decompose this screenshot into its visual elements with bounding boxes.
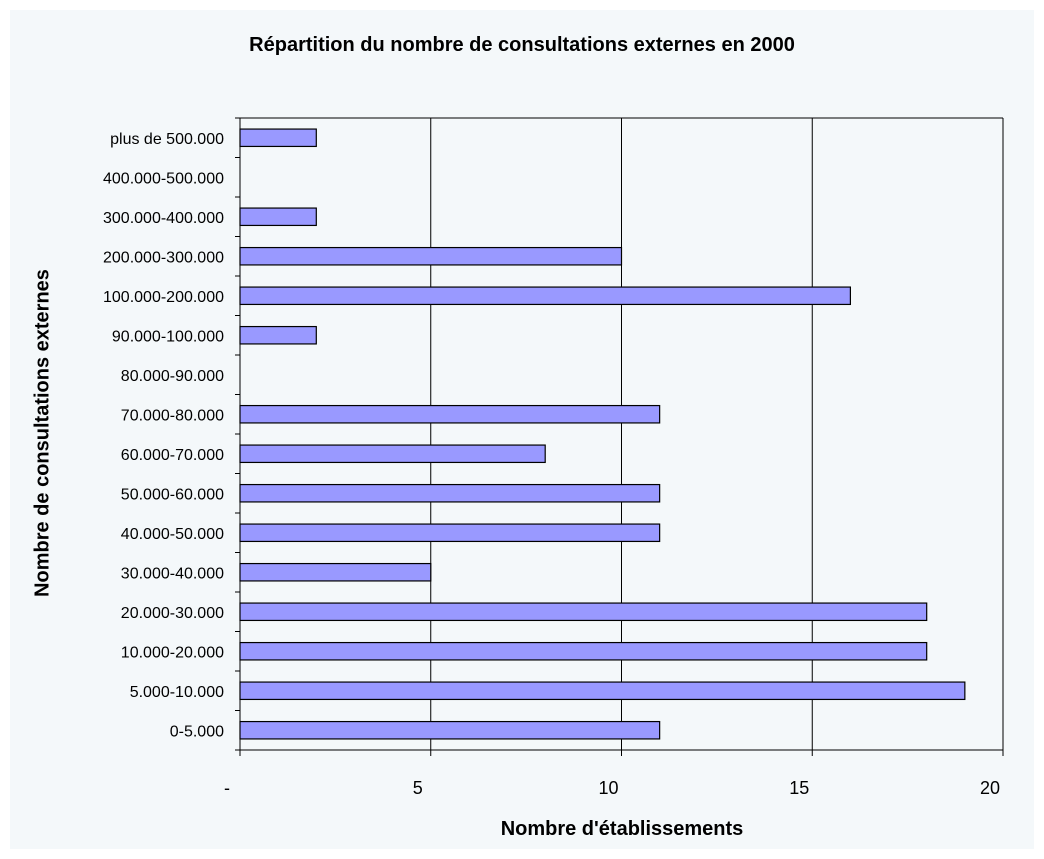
bar-13	[239, 207, 317, 227]
y-category-label-10: 90.000-100.000	[112, 328, 224, 345]
y-category-label-14: 400.000-500.000	[103, 170, 224, 187]
bar-5	[239, 523, 661, 543]
bar-0	[239, 720, 661, 740]
y-category-label-1: 5.000-10.000	[130, 684, 224, 701]
bar-10	[239, 325, 317, 345]
bar-1	[239, 681, 966, 701]
y-category-label-7: 60.000-70.000	[121, 447, 224, 464]
x-tick-label-3: 15	[789, 778, 809, 798]
bar-15	[239, 128, 317, 148]
y-category-label-5: 40.000-50.000	[121, 526, 224, 543]
y-category-label-11: 100.000-200.000	[103, 289, 224, 306]
chart-title: Répartition du nombre de consultations e…	[249, 34, 795, 56]
bar-2	[239, 641, 928, 661]
bar-6	[239, 483, 661, 503]
bar-12	[239, 246, 623, 266]
bar-11	[239, 286, 852, 306]
y-category-label-4: 30.000-40.000	[121, 565, 224, 582]
x-tick-label-1: 5	[413, 778, 423, 798]
bar-8	[239, 404, 661, 424]
y-category-label-2: 10.000-20.000	[121, 644, 224, 661]
y-category-label-0: 0-5.000	[170, 723, 224, 740]
y-category-label-9: 80.000-90.000	[121, 368, 224, 385]
x-axis-title: Nombre d'établissements	[500, 818, 744, 840]
bar-4	[239, 562, 432, 582]
y-category-label-15: plus de 500.000	[110, 131, 224, 148]
bar-7	[239, 444, 546, 464]
y-category-label-8: 70.000-80.000	[121, 407, 224, 424]
x-tick-label-2: 10	[598, 778, 618, 798]
y-category-label-13: 300.000-400.000	[103, 210, 224, 227]
y-category-label-6: 50.000-60.000	[121, 486, 224, 503]
x-tick-label-0: -	[224, 778, 230, 798]
x-tick-label-4: 20	[980, 778, 1000, 798]
chart-background	[10, 10, 1034, 849]
bar-3	[239, 602, 928, 622]
y-category-label-3: 20.000-30.000	[121, 605, 224, 622]
y-category-label-12: 200.000-300.000	[103, 249, 224, 266]
